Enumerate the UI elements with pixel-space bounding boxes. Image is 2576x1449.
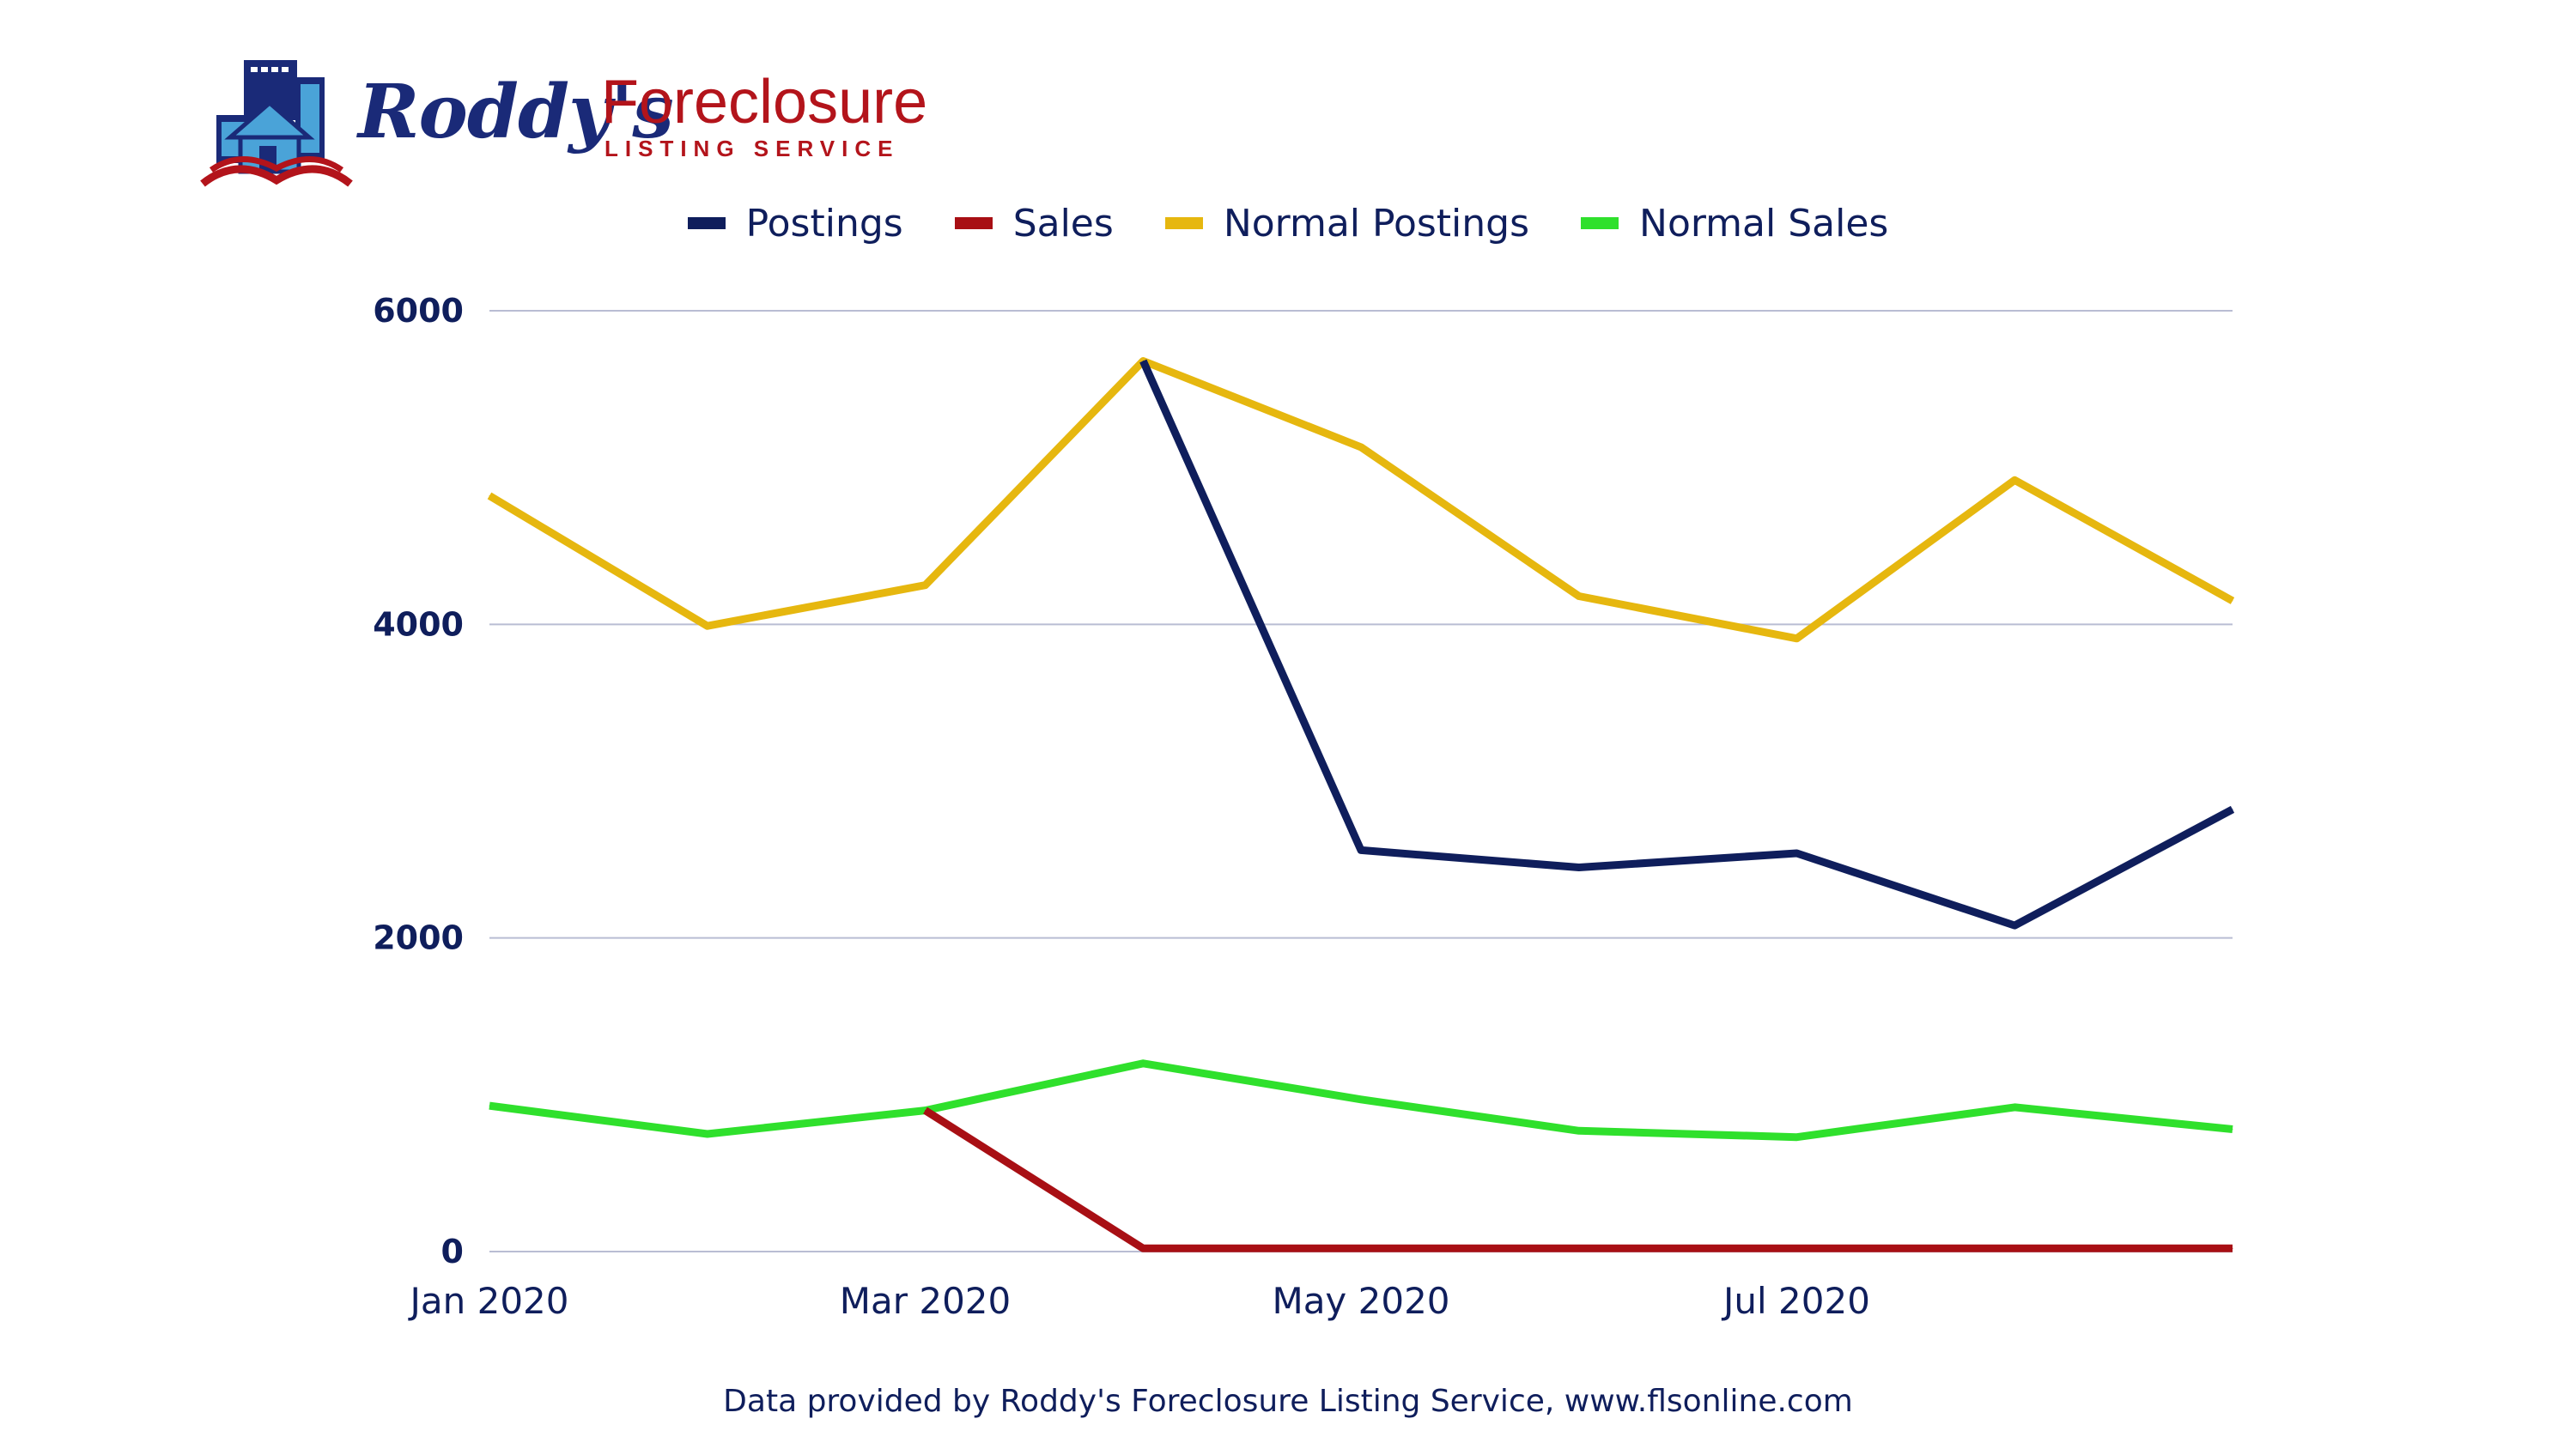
data-point-sales (1142, 1247, 1144, 1249)
logo-sub-text: LISTING SERVICE (605, 136, 900, 161)
data-point-sales (925, 1110, 926, 1112)
legend-item: Normal Postings (1164, 201, 1530, 246)
legend-label: Postings (745, 201, 903, 246)
legend-item: Normal Sales (1581, 202, 1888, 246)
legend-item: Sales (954, 201, 1114, 246)
y-tick-label: 6000 (373, 292, 464, 330)
logo-script-text: Roddy's (358, 69, 674, 155)
data-point-normal-sales (1142, 1063, 1144, 1064)
data-point-normal-postings (1360, 446, 1362, 448)
data-point-sales (2014, 1247, 2015, 1249)
logo-main-text: Foreclosure (601, 68, 928, 136)
legend-label: Sales (1012, 201, 1114, 246)
legend-swatch (954, 217, 993, 229)
legend-label: Normal Sales (1639, 201, 1889, 246)
data-point-sales (1578, 1247, 1580, 1249)
data-point-postings (2014, 925, 2015, 926)
y-tick-label: 0 (441, 1233, 464, 1270)
legend-swatch (1581, 217, 1619, 229)
data-point-normal-sales (2014, 1106, 2015, 1108)
legend-swatch (687, 217, 726, 229)
line-chart: 0 2000 4000 6000 Jan 2020 Mar 2020 May 2020 Jul… (373, 292, 2235, 1322)
building-logo-icon (200, 60, 353, 187)
series-line-postings (1139, 359, 2235, 930)
data-point-postings (1796, 852, 1797, 854)
data-point-normal-sales (1360, 1099, 1362, 1100)
data-point-sales (1796, 1247, 1797, 1249)
series-line-normal-sales (489, 1059, 2233, 1142)
x-tick-label: Jan 2020 (408, 1280, 569, 1322)
y-tick-label: 2000 (373, 919, 464, 957)
legend-item: Postings (687, 201, 903, 246)
chart-legend: Postings Sales Normal Postings Normal Sales (0, 197, 2576, 249)
x-tick-label: Jul 2020 (1721, 1280, 1870, 1322)
series-line-normal-postings (487, 357, 2235, 643)
company-logo: Roddy's Foreclosure LISTING SERVICE (199, 55, 972, 192)
data-point-normal-postings (1578, 595, 1580, 597)
data-point-sales (1360, 1247, 1362, 1249)
data-source-footer: Data provided by Roddy's Foreclosure Lis… (723, 1384, 1853, 1419)
x-tick-label: May 2020 (1272, 1280, 1449, 1322)
data-point-normal-postings (1796, 638, 1797, 640)
data-point-normal-sales (707, 1133, 708, 1135)
legend-swatch (1164, 217, 1203, 229)
data-point-postings (1578, 866, 1580, 868)
legend-label: Normal Postings (1223, 201, 1530, 246)
y-tick-label: 4000 (373, 605, 464, 643)
x-tick-label: Mar 2020 (840, 1280, 1011, 1322)
data-point-normal-postings (707, 625, 708, 627)
data-point-normal-postings (2014, 479, 2015, 481)
data-point-normal-postings (489, 495, 490, 497)
data-point-postings (1360, 849, 1362, 851)
